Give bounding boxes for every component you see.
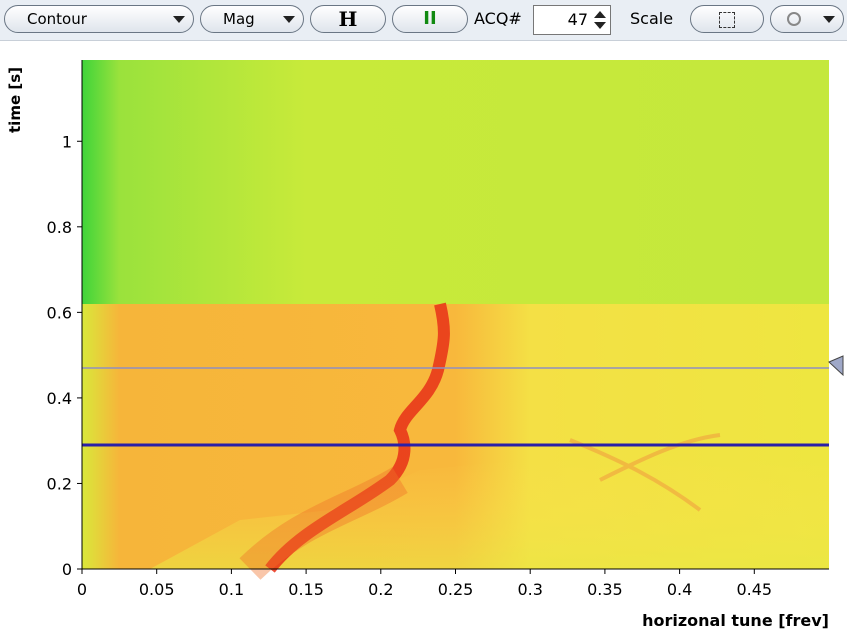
- acq-label: ACQ#: [474, 9, 522, 28]
- pause-text: II: [423, 8, 436, 29]
- page: Contour Mag H II ACQ# 47 Scale time [s] …: [0, 0, 847, 641]
- acq-value: 47: [568, 10, 588, 29]
- cursor-handle[interactable]: [829, 356, 843, 375]
- pause-button[interactable]: II: [392, 5, 468, 33]
- scale-button[interactable]: [690, 5, 764, 33]
- x-tick-label: 0.25: [438, 580, 474, 599]
- x-axis-label: horizonal tune [frev]: [642, 611, 829, 630]
- scale-label: Scale: [630, 9, 673, 28]
- acq-spinner[interactable]: 47: [533, 5, 611, 35]
- x-tick-label: 0.4: [667, 580, 692, 599]
- mode-text: Contour: [27, 10, 87, 28]
- y-tick-label: 0.4: [47, 389, 72, 408]
- y-tick-label: 0.2: [47, 474, 72, 493]
- x-tick-label: 0.35: [587, 580, 623, 599]
- display-dropdown[interactable]: Mag: [200, 5, 304, 33]
- y-tick-label: 0.8: [47, 218, 72, 237]
- x-tick-label: 0.15: [288, 580, 324, 599]
- x-tick-label: 0.45: [736, 580, 772, 599]
- chart: time [s] horizonal tune [frev] 0 0.05 0.1 0…: [0, 40, 847, 641]
- y-tick-label: 1: [62, 132, 72, 151]
- spinner-arrows[interactable]: [592, 9, 608, 31]
- x-tick-label: 0.05: [139, 580, 175, 599]
- zoom-dropdown[interactable]: [770, 5, 844, 33]
- x-tick-label: 0.3: [517, 580, 542, 599]
- display-text: Mag: [223, 10, 255, 28]
- y-axis-label: time [s]: [6, 67, 24, 133]
- x-tick-label: 0.1: [219, 580, 244, 599]
- x-tick-label: 0: [77, 580, 87, 599]
- y-tick-label: 0: [62, 560, 72, 579]
- hold-button[interactable]: H: [310, 5, 386, 33]
- toolbar: Contour Mag H II ACQ# 47 Scale: [0, 0, 847, 41]
- x-tick-label: 0.2: [368, 580, 393, 599]
- hold-text: H: [339, 7, 358, 31]
- heatmap-upper: [82, 60, 829, 304]
- mode-dropdown[interactable]: Contour: [4, 5, 194, 33]
- y-tick-label: 0.6: [47, 303, 72, 322]
